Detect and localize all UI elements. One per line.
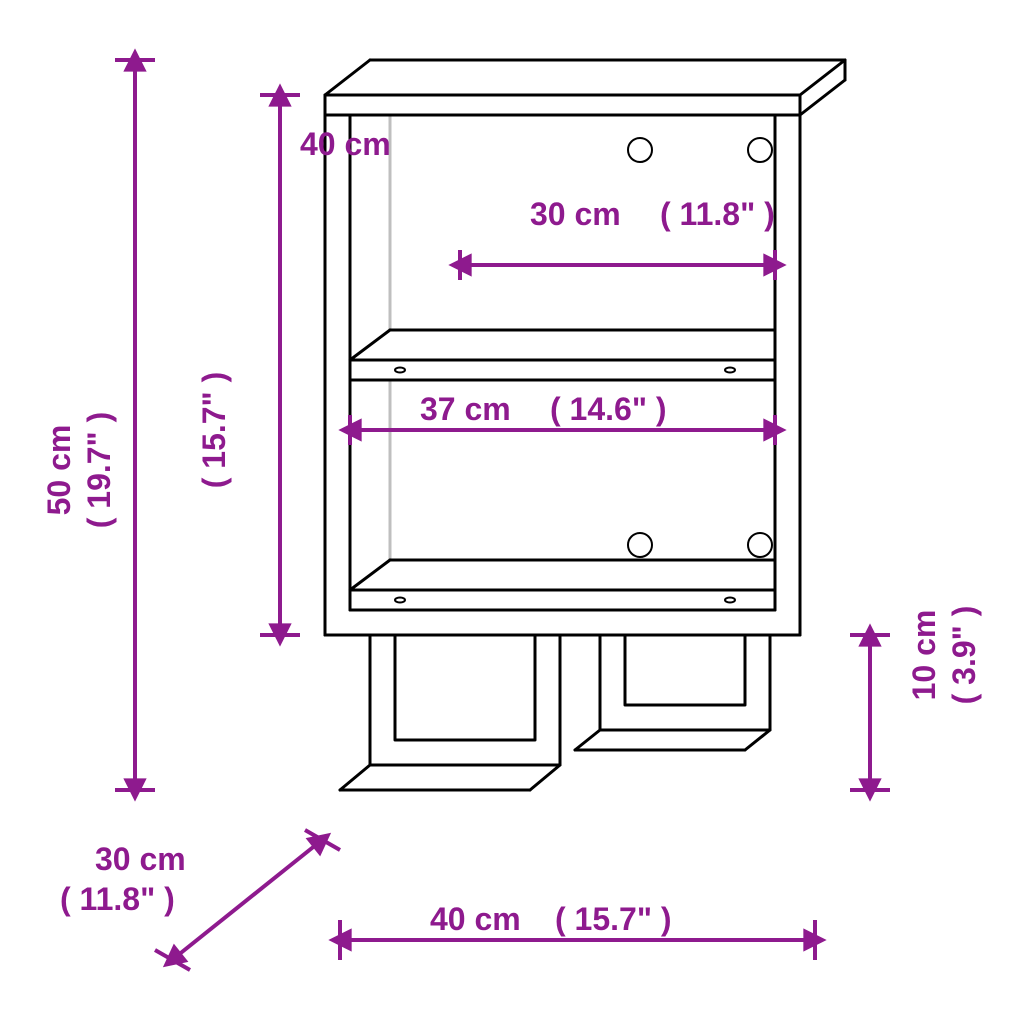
dimension-diagram: :root { --accent: #8e1a8e; } [0,0,1024,1024]
label-leg-height-in: ( 3.9" ) [946,606,982,705]
label-width-cm: 40 cm [430,901,521,937]
label-body-height-cm: 40 cm [300,126,391,162]
label-width-in: ( 15.7" ) [555,901,672,937]
label-shelf-depth-in: ( 11.8" ) [660,196,775,232]
label-total-height-cm: 50 cm [41,425,77,516]
label-inner-width-cm: 37 cm [420,391,511,427]
label-depth-in: ( 11.8" ) [60,881,175,917]
label-shelf-depth-cm: 30 cm [530,196,621,232]
label-inner-width-in: ( 14.6" ) [550,391,667,427]
label-body-height-in: ( 15.7" ) [196,372,232,489]
label-depth-cm: 30 cm [95,841,186,877]
label-total-height-in: ( 19.7" ) [81,412,117,529]
label-leg-height-cm: 10 cm [906,610,942,701]
dimension-labels: 50 cm ( 19.7" ) 40 cm ( 15.7" ) 30 cm ( … [41,126,982,937]
